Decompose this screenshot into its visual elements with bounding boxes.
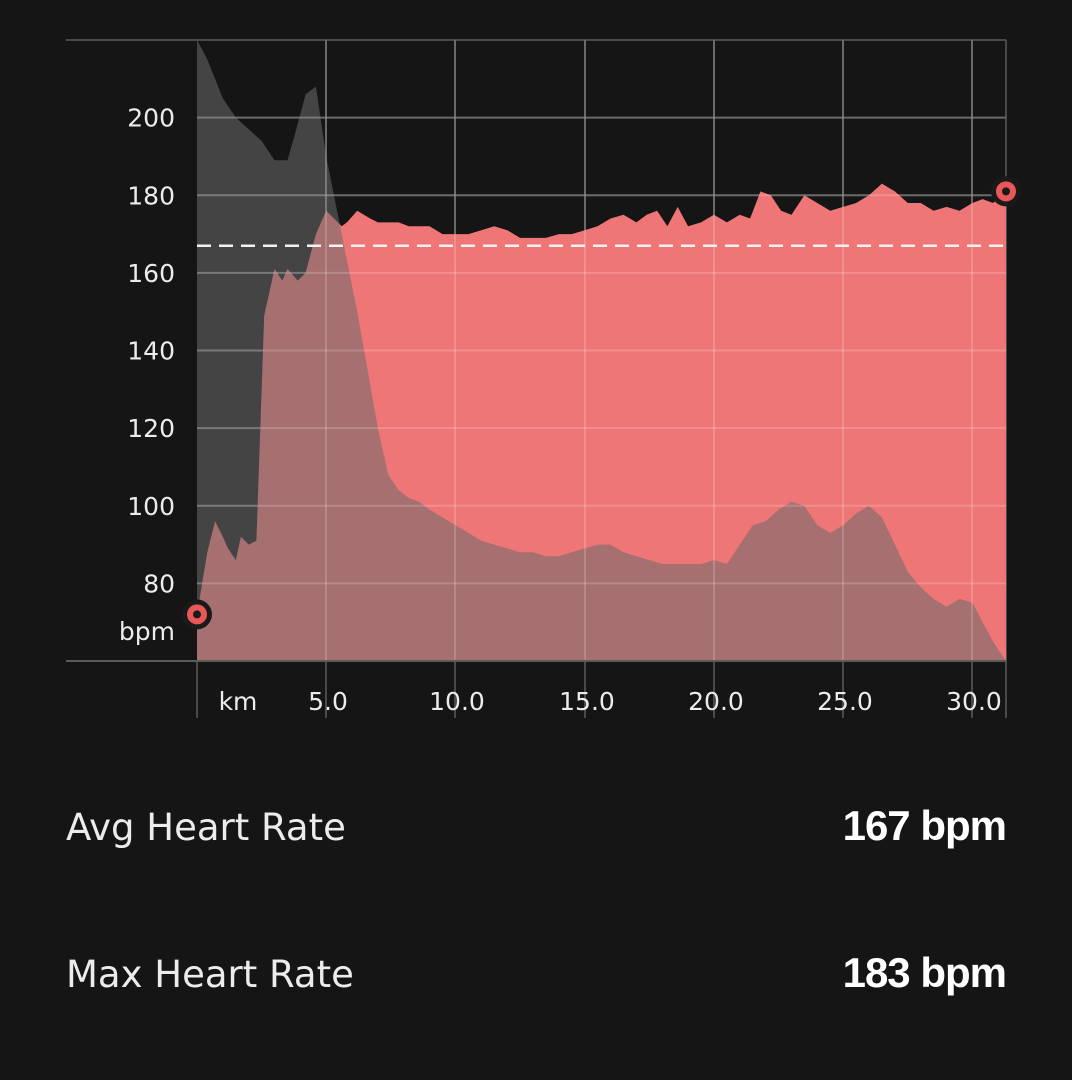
end-marker: [991, 176, 1021, 207]
x-tick-label: 10.0: [429, 687, 485, 716]
max-heart-rate-row: Max Heart Rate 183 bpm: [66, 949, 1007, 1013]
avg-heart-rate-label: Avg Heart Rate: [66, 806, 346, 849]
x-tick-label: 5.0: [308, 687, 348, 716]
avg-heart-rate-value: 167 bpm: [842, 802, 1007, 849]
max-heart-rate-label: Max Heart Rate: [66, 953, 354, 996]
y-tick-label: 120: [127, 414, 175, 443]
x-tick-label: 25.0: [817, 687, 873, 716]
y-tick-label: 140: [127, 337, 175, 366]
chart-overlay: [66, 40, 1021, 662]
chart-areas: [197, 40, 1006, 661]
x-tick-label: 20.0: [688, 687, 744, 716]
y-tick-label: 80: [143, 569, 175, 598]
y-tick-label: 160: [127, 259, 175, 288]
avg-heart-rate-row: Avg Heart Rate 167 bpm: [66, 802, 1007, 866]
elevation-area: [197, 40, 1006, 661]
max-heart-rate-value: 183 bpm: [842, 949, 1007, 996]
y-tick-label: 180: [127, 181, 175, 210]
x-tick-label: 30.0: [946, 687, 1002, 716]
y-tick-label: 100: [127, 492, 175, 521]
x-axis-unit-label: km: [219, 687, 258, 716]
start-marker: [182, 599, 212, 630]
start-marker-center: [193, 610, 201, 619]
chart-labels: bpm km 80 100 120 140 160 180 200 5.0 10.0 15.0 20…: [119, 104, 1002, 716]
end-marker-center: [1002, 187, 1010, 196]
y-tick-label: 200: [127, 104, 175, 133]
y-axis-unit-label: bpm: [119, 617, 175, 646]
x-tick-label: 15.0: [559, 687, 615, 716]
heart-rate-chart: bpm km 80 100 120 140 160 180 200 5.0 10.0 15.0 20…: [66, 39, 1021, 718]
